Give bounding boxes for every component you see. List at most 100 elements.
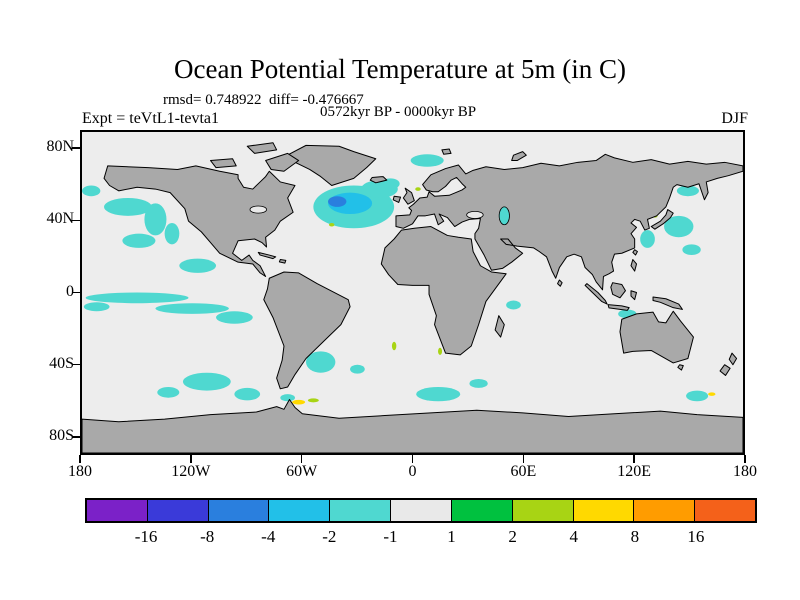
ne-pacific-arc-2	[144, 203, 167, 236]
y-tick-label: 80S	[49, 426, 74, 444]
colorbar-segment	[146, 500, 208, 521]
philippine-sea	[682, 244, 701, 256]
page-title: Ocean Potential Temperature at 5m (in C)	[174, 54, 626, 84]
landmass-africa	[381, 227, 506, 355]
colorbar-segment	[329, 500, 391, 521]
landmass-south-america	[264, 272, 350, 389]
landmass-new-guinea	[653, 297, 682, 309]
equatorial-pacific-4	[83, 302, 110, 312]
south-of-nz-yellow	[708, 392, 716, 396]
equatorial-pacific-2	[155, 303, 229, 314]
benguela-speck	[391, 341, 397, 351]
anomaly-layer	[82, 154, 716, 405]
landmass-madagascar	[495, 316, 504, 337]
x-tick-label: 180	[733, 463, 757, 480]
inland-water-layer	[250, 206, 509, 225]
atlantic-yellow-speck	[328, 222, 335, 227]
ne-pacific-arc-3	[122, 233, 156, 248]
x-tick-mark	[190, 455, 192, 463]
y-tick-mark	[72, 147, 80, 149]
colorbar-label: 2	[508, 527, 517, 546]
colorbar-segment	[390, 500, 451, 521]
stats-line: rmsd= 0.748922 diff= -0.476667	[163, 92, 364, 108]
antarctic-peninsula-green	[307, 398, 319, 403]
landmass-hispaniola	[279, 260, 285, 264]
colorbar-segment	[87, 500, 147, 521]
landmass-ireland	[393, 196, 400, 202]
norwegian-sea	[410, 154, 444, 167]
colorbar-label: 16	[687, 527, 705, 546]
caspian-sea	[499, 207, 509, 225]
landmass-japan	[651, 210, 673, 230]
landmass-new-zealand-south	[720, 365, 730, 376]
south-pacific-3	[157, 387, 180, 398]
landmass-borneo	[611, 283, 626, 298]
great-lakes	[250, 206, 267, 213]
landmass-java	[608, 305, 629, 311]
landmass-australia	[620, 311, 693, 363]
south-of-africa	[416, 387, 461, 402]
landmass-greenland	[284, 145, 376, 185]
landmass-antarctica	[82, 400, 743, 453]
colorbar-segment	[633, 500, 695, 521]
south-of-nz	[686, 390, 709, 402]
colorbar	[85, 498, 757, 523]
landmass-sri-lanka	[558, 280, 563, 286]
equatorial-pacific-3	[216, 311, 253, 324]
antarctic-peninsula-cyan	[280, 394, 295, 402]
x-tick-label: 120E	[617, 463, 652, 480]
north-atlantic-deep	[328, 196, 347, 207]
y-tick-label: 40S	[49, 354, 74, 372]
landmass-sumatra	[585, 284, 607, 305]
iceland-basin	[381, 178, 400, 190]
period-line: 0572kyr BP - 0000kyr BP	[320, 104, 477, 120]
landmass-cuba	[258, 252, 275, 258]
landmass-north-america	[104, 166, 295, 277]
landmass-taiwan	[633, 250, 638, 255]
north-sea-speck	[415, 187, 421, 191]
colorbar-label: 4	[569, 527, 578, 546]
black-sea	[467, 211, 484, 218]
landmass-sulawesi	[631, 291, 637, 300]
y-tick-mark	[72, 363, 80, 366]
kuroshio-patch	[664, 215, 694, 238]
landmass-iceland	[370, 177, 387, 183]
east-china-sea	[640, 230, 655, 248]
x-tick-label: 180	[68, 463, 92, 480]
colorbar-segment	[511, 500, 573, 521]
x-tick-label: 60W	[286, 463, 318, 480]
y-tick-mark	[72, 291, 80, 294]
colorbar-segment	[572, 500, 634, 521]
equatorial-pacific-1	[85, 292, 189, 304]
continents-layer	[82, 143, 743, 453]
california-coast	[164, 222, 180, 245]
antarctic-peninsula-yellow	[292, 399, 306, 405]
argentine-basin	[306, 351, 336, 373]
south-africa-west-speck	[438, 347, 443, 355]
arabian-sea-spot	[506, 300, 521, 310]
y-tick-mark	[72, 219, 80, 222]
x-tick-label: 0	[408, 463, 417, 480]
world-map	[82, 132, 743, 453]
colorbar-segment	[268, 500, 330, 521]
experiment-label: Expt = teVtL1-tevta1	[82, 110, 219, 127]
south-pacific-2	[234, 387, 261, 401]
y-tick-label: 40N	[46, 210, 74, 228]
colorbar-label: -4	[261, 527, 276, 546]
y-tick-label: 80N	[46, 138, 74, 156]
crozet-patch	[469, 378, 488, 388]
colorbar-label: -1	[383, 527, 398, 546]
x-tick-label: 60E	[510, 463, 537, 480]
landmass-ellesmere-island	[247, 143, 276, 154]
x-tick-mark	[411, 455, 414, 463]
x-tick-mark	[744, 455, 746, 463]
south-atlantic-spot	[350, 364, 365, 374]
colorbar-segment	[694, 500, 755, 521]
landmass-svalbard	[442, 149, 451, 154]
colorbar-label: -2	[322, 527, 337, 546]
landmass-baffin-island	[266, 153, 299, 171]
bering-sea	[82, 185, 101, 197]
colorbar-segment	[207, 500, 269, 521]
x-tick-label: 120W	[171, 463, 211, 480]
colorbar-segment	[450, 500, 512, 521]
